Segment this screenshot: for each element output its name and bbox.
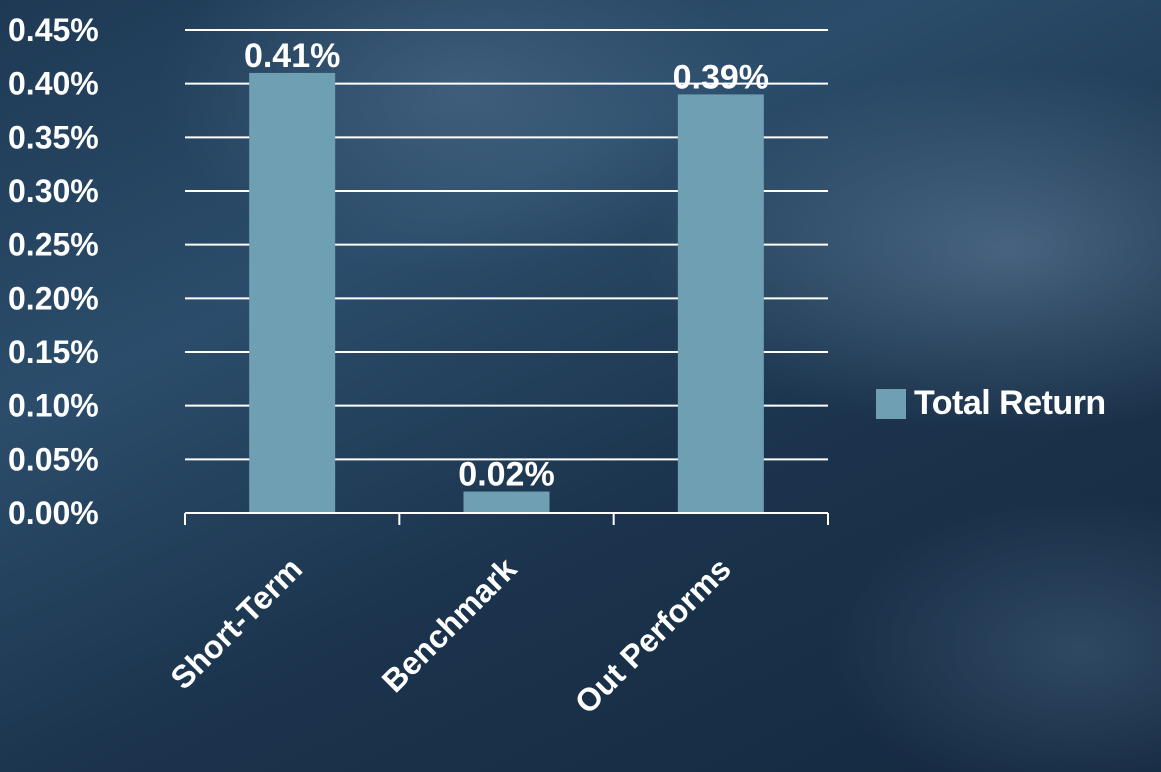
data-label: 0.41% [244, 37, 340, 75]
y-tick-label: 0.45% [8, 12, 99, 48]
y-tick-label: 0.05% [8, 441, 99, 477]
y-axis-ticks: 0.00% 0.05% 0.10% 0.15% 0.20% 0.25% 0.30% 0.35%… [8, 12, 99, 531]
y-tick-label: 0.30% [8, 173, 99, 209]
legend-swatch [876, 388, 906, 419]
bar-benchmark [463, 491, 550, 513]
data-label: 0.39% [673, 58, 769, 96]
y-tick-label: 0.40% [8, 66, 99, 102]
x-tick-label: Out Performs [568, 550, 738, 720]
y-tick-label: 0.10% [8, 388, 99, 424]
y-tick-label: 0.00% [8, 495, 99, 531]
bar-out-performs [677, 94, 764, 514]
legend: Total Return [876, 384, 1106, 423]
data-label: 0.02% [458, 456, 554, 494]
y-tick-label: 0.20% [8, 280, 99, 316]
x-tick-label: Benchmark [375, 550, 524, 699]
x-axis [184, 512, 829, 525]
bar-short-term [249, 72, 336, 513]
y-tick-label: 0.35% [8, 119, 99, 155]
x-tick-label: Short-Term [163, 550, 309, 696]
bars [249, 72, 764, 514]
data-labels: 0.41% 0.02% 0.39% [244, 37, 769, 494]
legend-label-total-return: Total Return [914, 384, 1106, 422]
x-axis-categories: Short-Term Benchmark Out Performs [163, 550, 737, 720]
y-tick-label: 0.25% [8, 227, 99, 263]
y-tick-label: 0.15% [8, 334, 99, 370]
